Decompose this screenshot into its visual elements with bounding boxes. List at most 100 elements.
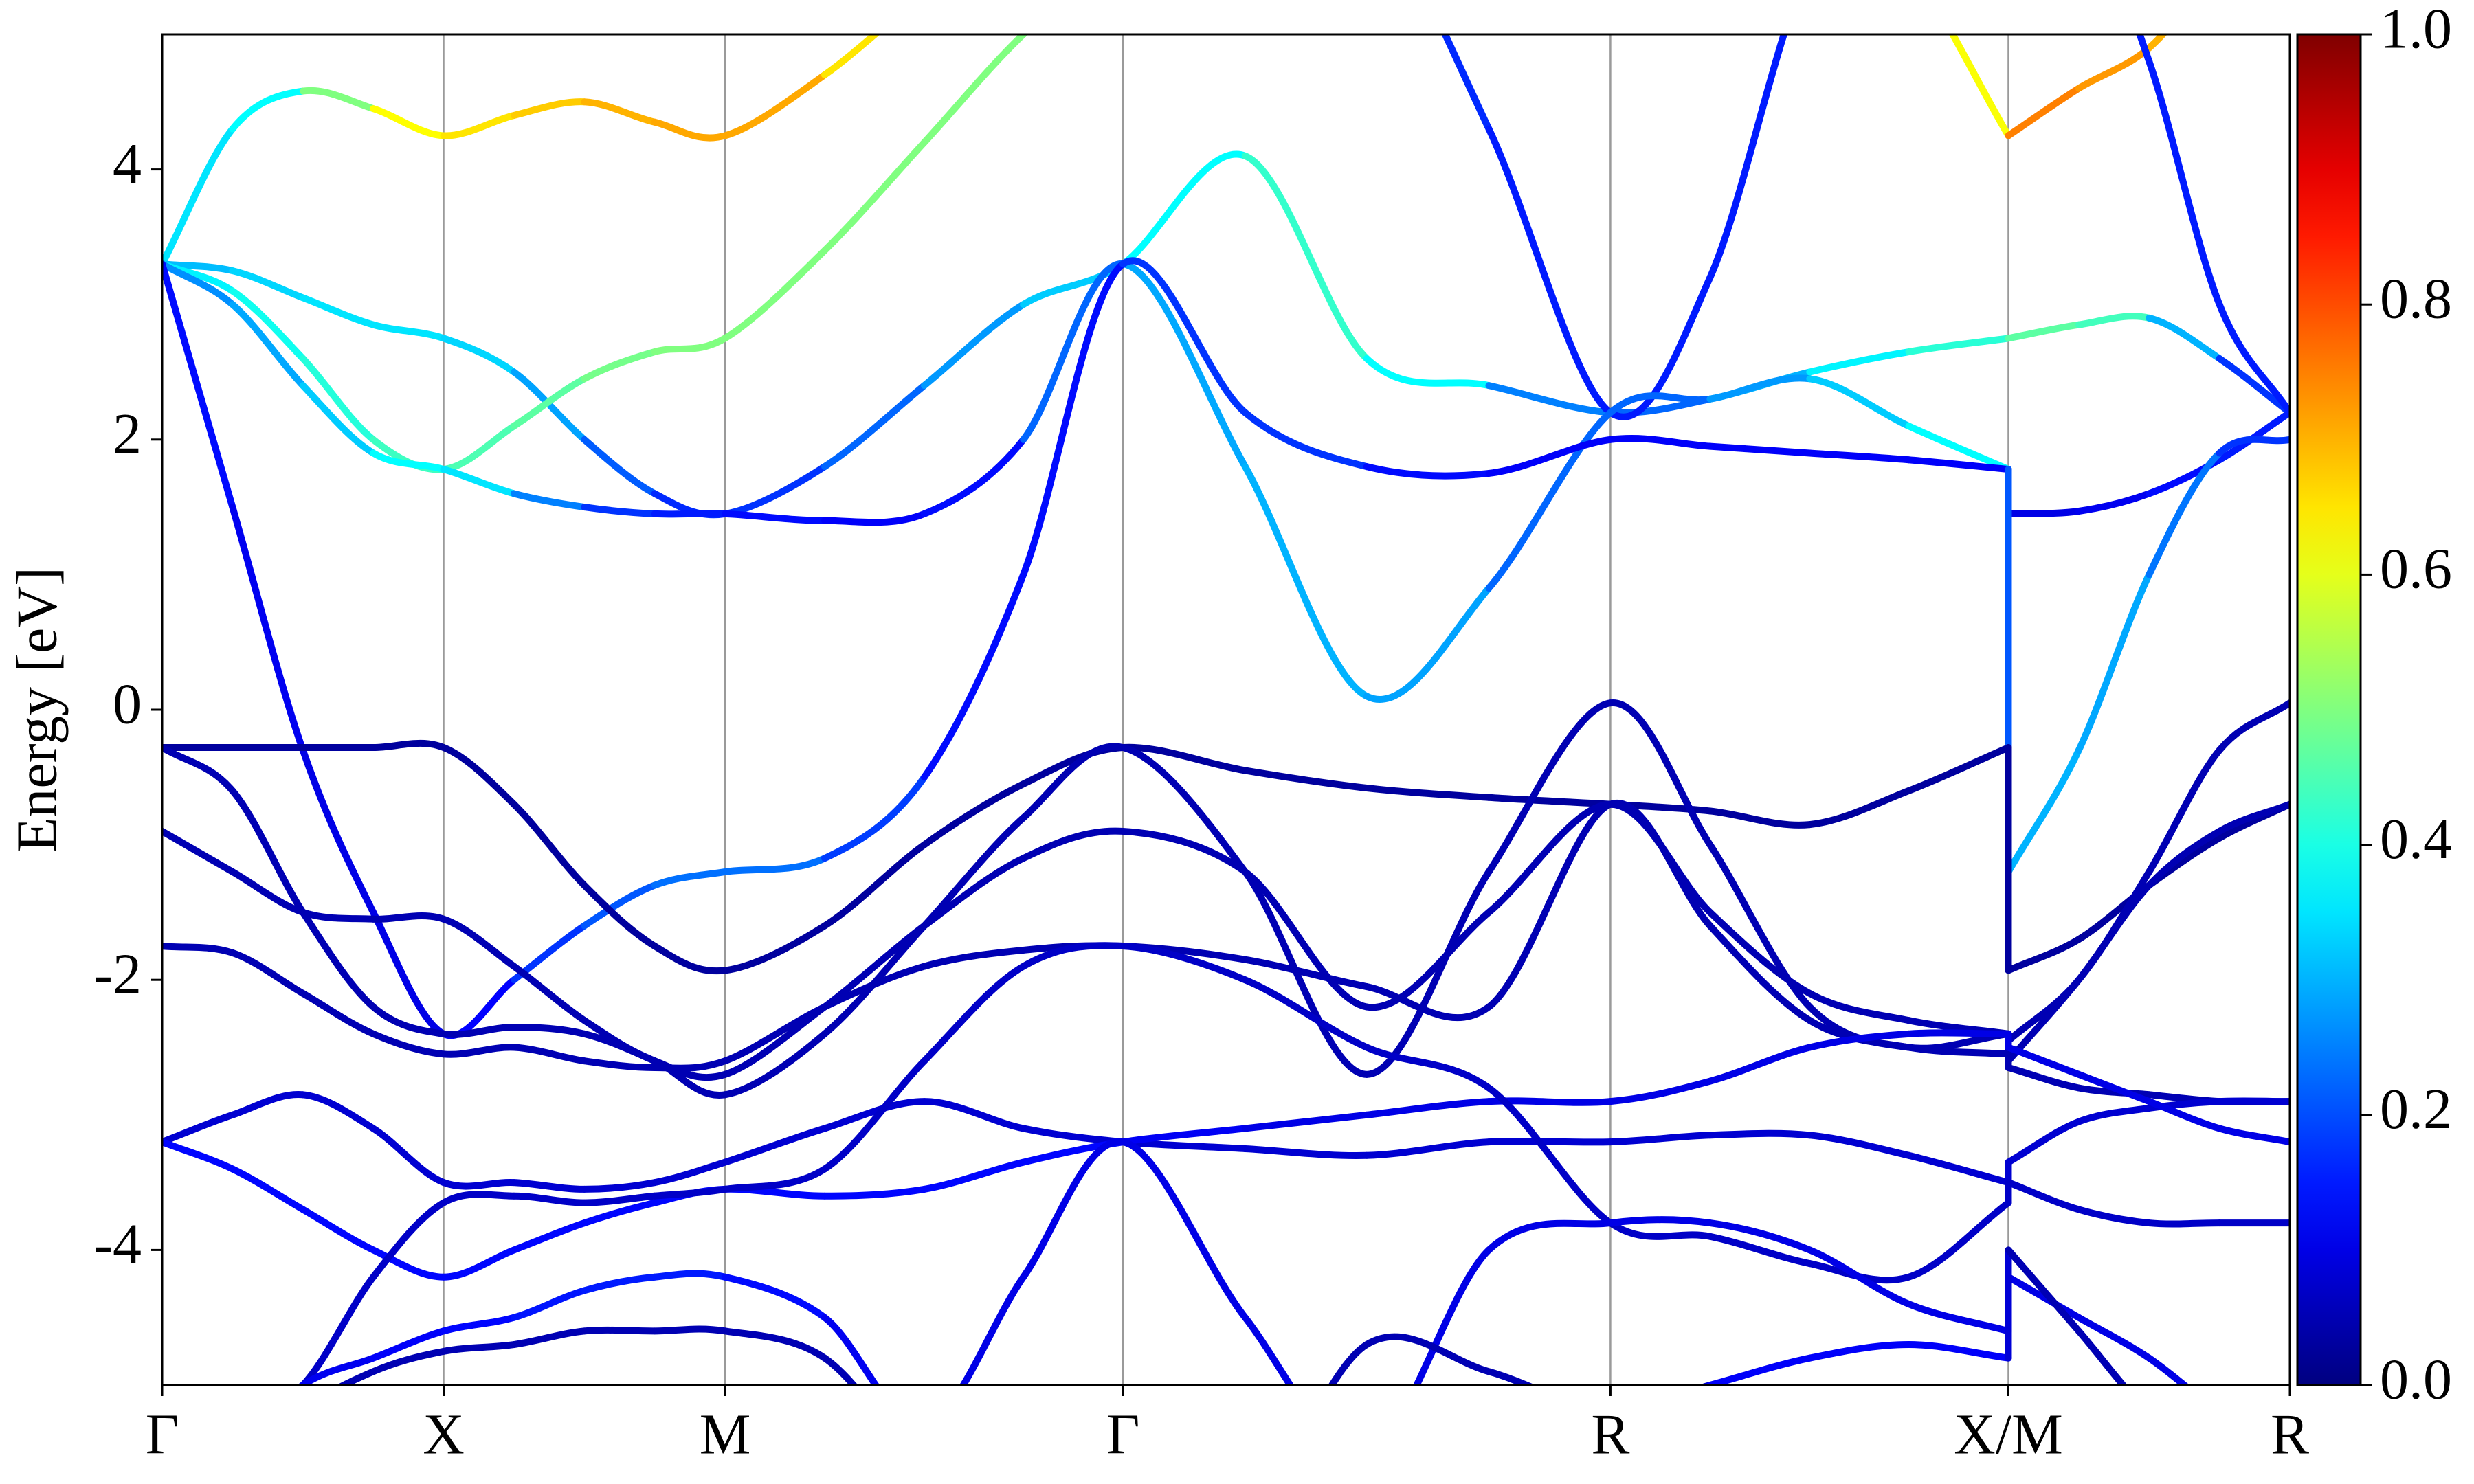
band-segment bbox=[162, 260, 236, 511]
band-segment bbox=[1485, 409, 1614, 592]
band-segment bbox=[510, 1219, 588, 1254]
band-segment bbox=[1363, 868, 1493, 1078]
band-segment bbox=[440, 1314, 517, 1335]
band-segment bbox=[2216, 436, 2290, 457]
band-segment bbox=[299, 87, 377, 113]
band-segment bbox=[1905, 456, 2012, 473]
band-segment bbox=[229, 287, 307, 362]
band-segment bbox=[821, 510, 928, 526]
band-segment bbox=[299, 355, 377, 443]
band-segment bbox=[2216, 699, 2290, 754]
band-segment bbox=[1363, 1098, 1493, 1118]
band-segment bbox=[1241, 463, 1370, 700]
band-segment bbox=[722, 71, 829, 139]
band-segment bbox=[581, 504, 658, 517]
band-segment bbox=[1607, 799, 1714, 930]
band-segment bbox=[821, 922, 928, 1011]
y-axis-label: Energy [eV] bbox=[5, 567, 69, 853]
band-segment bbox=[1119, 150, 1249, 268]
y-tick-label: -2 bbox=[93, 942, 142, 1006]
band-segment bbox=[1363, 908, 1493, 1011]
band-segment bbox=[440, 466, 517, 497]
x-tick-label: R bbox=[1591, 1402, 1629, 1466]
band-segment bbox=[821, 1057, 928, 1173]
band-segment bbox=[1119, 260, 1249, 471]
band-segment bbox=[232, 1412, 302, 1484]
band-segment bbox=[1363, 983, 1493, 1022]
band-segment bbox=[2075, 44, 2153, 92]
band-segment bbox=[821, 34, 880, 78]
band-segment bbox=[510, 1287, 588, 1321]
band-segment bbox=[370, 739, 447, 752]
band-segment bbox=[1607, 273, 1714, 420]
band-segment bbox=[2005, 507, 2082, 517]
band-segment bbox=[1706, 807, 1814, 829]
band-segment bbox=[1363, 1044, 1493, 1092]
band-segment bbox=[1485, 800, 1614, 916]
band-segment bbox=[1485, 125, 1614, 416]
band-segment bbox=[1119, 943, 1249, 984]
band-segment bbox=[1706, 908, 1814, 997]
band-segment bbox=[1241, 956, 1370, 991]
band-segment bbox=[581, 98, 658, 126]
band-segment bbox=[229, 868, 307, 916]
band-segment bbox=[299, 1091, 377, 1132]
band-segment bbox=[299, 989, 377, 1037]
band-segment bbox=[821, 841, 928, 930]
band-segment bbox=[370, 105, 447, 139]
band-segment bbox=[651, 118, 729, 142]
plot-frame bbox=[161, 33, 2291, 1386]
x-tick-label: R bbox=[2271, 1402, 2309, 1466]
colorbar-tick-label: 0.2 bbox=[2380, 1077, 2452, 1141]
band-segment bbox=[229, 1165, 307, 1213]
band-segment bbox=[920, 34, 1027, 146]
band-segment bbox=[1706, 841, 1814, 1011]
band-segment bbox=[1241, 152, 1370, 362]
band-segment bbox=[959, 1273, 1027, 1385]
band-segment bbox=[510, 490, 588, 511]
band-segment bbox=[821, 139, 928, 254]
band-segment bbox=[651, 1057, 729, 1081]
band-segment bbox=[1706, 922, 1814, 1024]
band-segment bbox=[1119, 1138, 1249, 1321]
band-segment bbox=[1328, 1341, 1370, 1385]
band-segment bbox=[229, 949, 307, 997]
band-segment bbox=[581, 1017, 658, 1065]
band-segment bbox=[229, 1091, 307, 1118]
band-segment bbox=[1119, 743, 1249, 774]
band-segment bbox=[2146, 314, 2223, 362]
band-segment bbox=[299, 294, 377, 328]
band-segment bbox=[1607, 435, 1714, 450]
band-segment bbox=[581, 1192, 658, 1206]
band-segment bbox=[2005, 746, 2082, 875]
band-segment bbox=[2216, 1125, 2290, 1146]
band-segment bbox=[1607, 1216, 1714, 1227]
band-segment bbox=[440, 335, 517, 376]
band-segment bbox=[1806, 1341, 1913, 1362]
band-segment bbox=[1241, 1111, 1370, 1132]
band-segment bbox=[1241, 976, 1370, 1051]
band-segment bbox=[2146, 1354, 2190, 1385]
band-segment bbox=[2216, 409, 2290, 464]
band-segment bbox=[1806, 449, 1913, 464]
band-segment bbox=[924, 1466, 1023, 1484]
band-segment bbox=[2005, 936, 2082, 974]
band-segment bbox=[581, 881, 658, 950]
band-segment bbox=[2146, 827, 2223, 889]
band-segment bbox=[370, 1125, 447, 1187]
band-segment bbox=[370, 1347, 447, 1375]
band-segment bbox=[2136, 34, 2153, 65]
band-segment bbox=[920, 946, 1027, 970]
band-segment bbox=[581, 1179, 658, 1193]
band-segment bbox=[1905, 744, 2012, 794]
band-segment bbox=[920, 301, 1027, 390]
band-segment bbox=[510, 800, 588, 889]
band-segment bbox=[1363, 585, 1493, 703]
band-segment bbox=[1241, 1314, 1295, 1385]
band-segment bbox=[1020, 260, 1127, 578]
band-segment bbox=[229, 301, 307, 390]
band-segment bbox=[440, 1044, 517, 1058]
band-segment bbox=[2075, 1104, 2153, 1125]
band-segment bbox=[920, 571, 1027, 781]
